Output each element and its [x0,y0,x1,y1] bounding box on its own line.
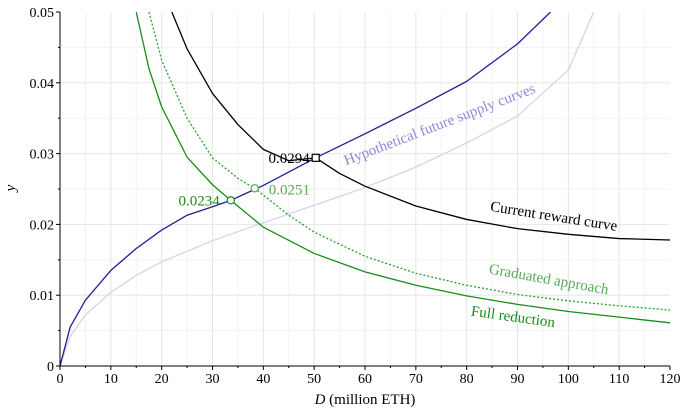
intersection-value-label: 0.0251 [269,182,310,198]
y-tick-label: 0.02 [30,218,55,233]
x-tick-label: 80 [460,372,474,387]
x-axis-label-unit: (million ETH) [325,392,415,408]
series-line-current-reward-curve [171,12,670,241]
y-tick-label: 0.04 [30,77,55,92]
series-line-graduated-approach [148,12,670,311]
intersection-marker [226,196,235,205]
y-tick-label: 0.01 [30,289,55,304]
grid [60,12,670,366]
series-line-hypothetical-future-supply-curves [60,12,551,366]
y-axis-label: y [3,184,19,193]
x-tick-label: 120 [660,372,681,387]
intersection-markers: 0.0294 0.0251 0.0234 [179,151,320,209]
y-tick-label: 0.05 [30,6,55,21]
x-tick-label: 0 [57,372,64,387]
intersection-value-label: 0.0294 [268,151,310,167]
x-tick-label: 10 [104,372,118,387]
y-tick-label: 0 [47,360,54,375]
x-tick-label: 90 [511,372,525,387]
x-axis-label: D (million ETH) [314,392,416,408]
axes: 0 10 20 30 40 50 60 70 80 90 100 110 120 0 0.01 0.02 0.0… [30,6,681,387]
x-tick-label: 50 [307,372,321,387]
series-line-supply-curve-alt [60,12,595,366]
intersection-marker [311,153,320,162]
series-line-full-reduction [135,12,670,324]
intersection-value-label: 0.0234 [179,193,221,209]
x-tick-label: 30 [206,372,220,387]
x-tick-label: 70 [409,372,423,387]
x-tick-label: 40 [256,372,270,387]
x-tick-label: 60 [358,372,372,387]
x-axis-label-var: D [314,392,326,408]
intersection-marker [250,184,259,193]
x-tick-label: 100 [558,372,579,387]
series-lines [60,12,670,366]
y-tick-label: 0.03 [30,148,55,163]
x-tick-label: 20 [155,372,169,387]
x-tick-label: 110 [609,372,629,387]
